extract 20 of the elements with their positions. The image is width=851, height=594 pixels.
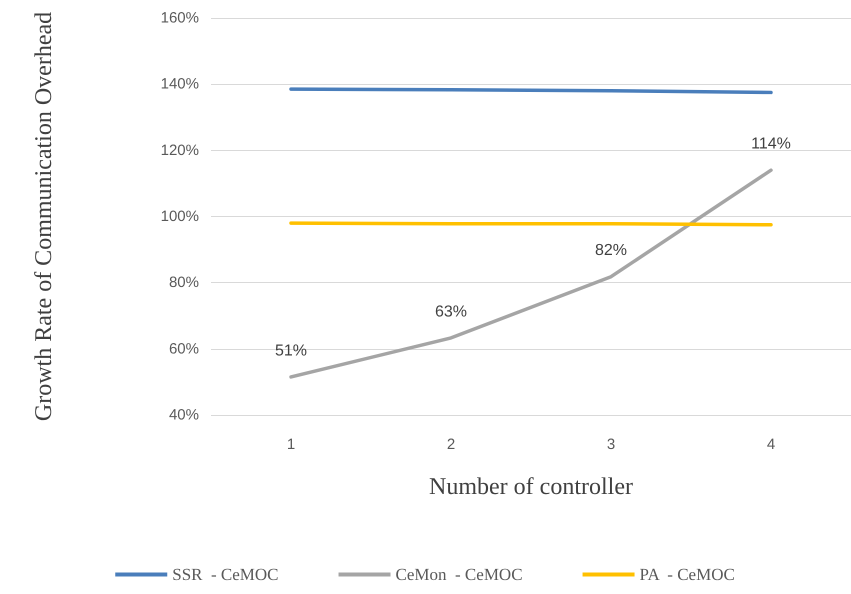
legend-label: CeMon - CeMOC bbox=[396, 565, 523, 584]
y-tick-label: 60% bbox=[168, 340, 199, 358]
legend-label: PA - CeMOC bbox=[640, 565, 735, 584]
x-tick-label: 3 bbox=[606, 436, 616, 453]
y-tick-label: 120% bbox=[160, 142, 199, 159]
legend-label: SSR - CeMOC bbox=[172, 565, 279, 584]
x-tick-label: 1 bbox=[286, 436, 296, 453]
y-tick-label: 100% bbox=[160, 208, 199, 225]
x-tick-label: 4 bbox=[766, 436, 776, 453]
data-label: 82% bbox=[594, 242, 628, 260]
y-tick-label: 40% bbox=[168, 406, 199, 424]
x-tick-label: 2 bbox=[446, 436, 456, 453]
data-label: 114% bbox=[751, 136, 791, 153]
y-tick-label: 160% bbox=[160, 10, 199, 26]
x-axis-title: Number of controller bbox=[429, 474, 633, 500]
y-tick-label: 140% bbox=[160, 76, 199, 93]
y-axis-title: Growth Rate of Communication Overhead bbox=[31, 12, 57, 422]
y-tick-label: 80% bbox=[168, 274, 199, 292]
data-label: 51% bbox=[274, 342, 308, 360]
data-label: 63% bbox=[434, 303, 468, 320]
